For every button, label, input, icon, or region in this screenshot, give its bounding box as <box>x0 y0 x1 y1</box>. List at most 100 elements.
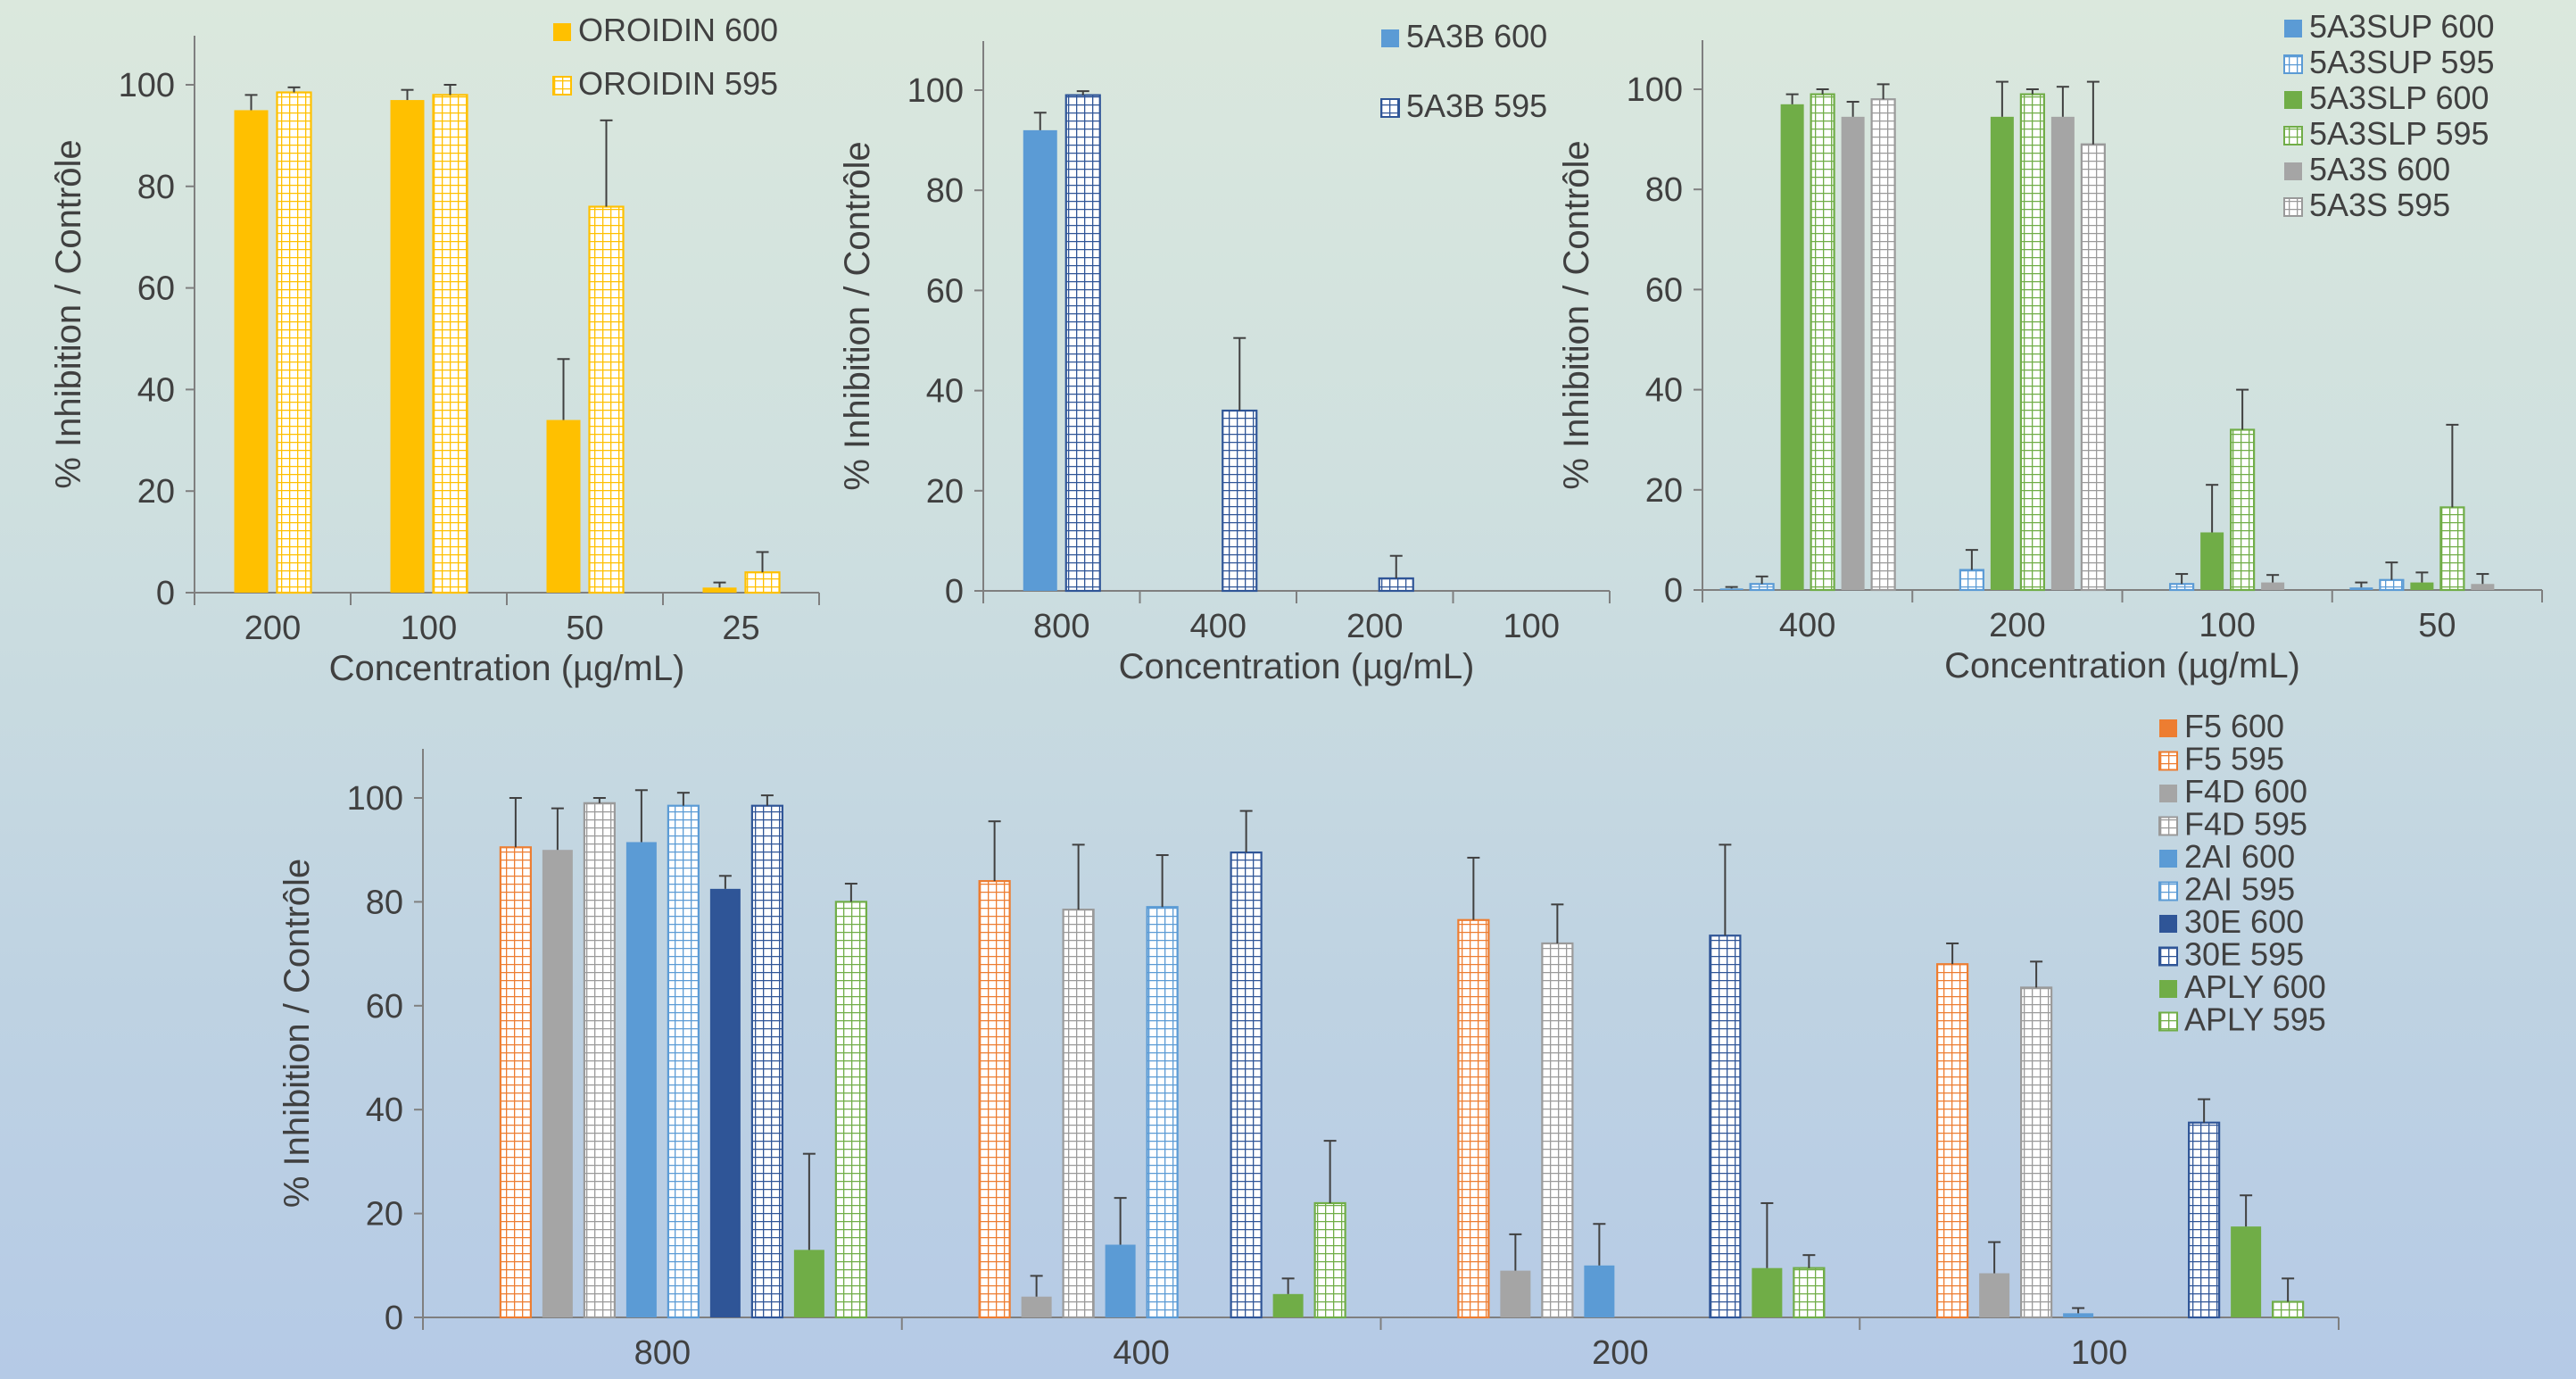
bar-aply-600-100 <box>2231 1226 2262 1317</box>
bar-5a3slp-595-100 <box>2230 428 2256 592</box>
legend-swatch <box>2159 915 2177 933</box>
legend: 5A3B 600 5A3B 595 <box>1380 18 1547 124</box>
x-tick-label: 800 <box>1033 608 1089 645</box>
y-tick-label: 0 <box>156 575 175 612</box>
bar-30e-595-400 <box>1230 851 1263 1319</box>
y-tick-label: 60 <box>1645 271 1683 309</box>
legend-swatch <box>2159 850 2177 868</box>
x-tick-label: 800 <box>634 1334 691 1372</box>
bar-30e-595-800 <box>750 804 783 1319</box>
bar-aply-595-100 <box>2272 1300 2305 1319</box>
legend-swatch <box>2158 751 2178 771</box>
legend-swatch <box>1380 98 1400 118</box>
bar-2ai-600-800 <box>625 842 657 1317</box>
bar-5a3s-600-100 <box>2261 582 2285 590</box>
x-tick-label: 100 <box>2199 607 2255 644</box>
bar-5a3b-595-800 <box>1064 94 1101 593</box>
legend-label: 5A3SLP 595 <box>2309 115 2489 152</box>
bar-aply-600-400 <box>1272 1293 1304 1317</box>
legend-label: F4D 600 <box>2184 773 2307 810</box>
bar-f4d-595-200 <box>1541 942 1574 1319</box>
x-tick-label: 200 <box>1592 1334 1648 1372</box>
bar-f4d-600-100 <box>1979 1273 2010 1317</box>
legend-swatch <box>2283 54 2303 74</box>
legend-swatch <box>2283 197 2303 217</box>
bar-f5-595-200 <box>1457 918 1490 1319</box>
x-tick-label: 200 <box>1989 607 2045 644</box>
bar-aply-595-400 <box>1313 1201 1346 1319</box>
y-tick-label: 20 <box>926 473 964 511</box>
chart-5a3b: 0 20 40 60 80 100 800 400 200 100 % Inhibition / C… <box>838 18 1611 686</box>
bar-oroidin-600-25 <box>702 587 737 593</box>
y-tick-label: 60 <box>137 270 175 308</box>
legend-label: APLY 600 <box>2184 968 2326 1005</box>
legend-swatch <box>2284 162 2302 180</box>
bar-oroidin-595-200 <box>276 91 312 594</box>
bar-2ai-600-400 <box>1105 1244 1136 1317</box>
bar-5a3sup-595-100 <box>2169 583 2195 592</box>
x-axis-title: Concentration (µg/mL) <box>1119 647 1475 686</box>
bar-f5-595-400 <box>978 880 1011 1319</box>
bar-aply-595-800 <box>834 901 867 1319</box>
legend-label: 5A3SLP 600 <box>2309 79 2489 116</box>
x-tick-label: 100 <box>1503 608 1560 645</box>
bar-5a3slp-600-100 <box>2200 532 2224 590</box>
legend-swatch <box>2158 1011 2178 1032</box>
legend-label: OROIDIN 595 <box>578 65 778 102</box>
bar-5a3slp-595-50 <box>2439 506 2465 592</box>
legend-label: 30E 595 <box>2184 936 2304 973</box>
bar-f4d-600-800 <box>542 850 573 1317</box>
bar-f4d-600-200 <box>1500 1270 1531 1317</box>
bar-5a3b-595-400 <box>1222 409 1258 593</box>
legend-swatch <box>552 76 572 96</box>
x-axis-title: Concentration (µg/mL) <box>1944 646 2300 685</box>
y-tick-label: 100 <box>1627 71 1683 109</box>
bar-5a3sup-600-50 <box>2349 587 2373 590</box>
bar-oroidin-600-100 <box>390 100 425 593</box>
bar-5a3b-600-800 <box>1023 129 1057 591</box>
bar-f4d-595-800 <box>583 802 616 1319</box>
y-tick-label: 0 <box>385 1300 403 1337</box>
y-tick-label: 20 <box>1645 472 1683 510</box>
y-tick-label: 20 <box>137 473 175 511</box>
bar-aply-600-800 <box>793 1250 824 1317</box>
legend-label: F5 595 <box>2184 741 2284 777</box>
x-axis-title: Concentration (µg/mL) <box>329 649 685 688</box>
y-tick-label: 80 <box>366 884 403 921</box>
y-tick-label: 40 <box>926 373 964 411</box>
chart-5a3: 0 20 40 60 80 100 400 200 100 50 % Inhibition / Co… <box>1557 8 2543 685</box>
y-tick-label: 100 <box>119 67 175 104</box>
bar-5a3b-595-200 <box>1378 577 1414 593</box>
bar-5a3s-600-400 <box>1841 116 1865 591</box>
legend-label: 5A3B 600 <box>1406 18 1547 54</box>
bar-aply-595-200 <box>1793 1267 1826 1319</box>
legend-label: 5A3S 600 <box>2309 151 2450 187</box>
legend-label: 5A3S 595 <box>2309 187 2450 223</box>
bar-2ai-595-800 <box>667 804 700 1319</box>
legend-swatch <box>2283 126 2303 145</box>
bar-5a3s-600-50 <box>2471 584 2495 590</box>
x-tick-label: 50 <box>566 610 603 647</box>
legend-label: 5A3SUP 600 <box>2309 8 2495 45</box>
x-tick-label: 400 <box>1779 607 1835 644</box>
legend: OROIDIN 600 OROIDIN 595 <box>552 12 778 102</box>
bar-f4d-595-400 <box>1062 909 1095 1319</box>
bar-f5-595-800 <box>499 846 532 1319</box>
bar-2ai-595-400 <box>1146 906 1179 1319</box>
legend-label: APLY 595 <box>2184 1001 2326 1038</box>
bar-5a3slp-600-400 <box>1780 104 1804 590</box>
legend-swatch <box>2158 946 2178 967</box>
chart-fractions: 0 20 40 60 80 100 800 400 200 100 % Inhibition / C… <box>277 708 2340 1379</box>
bar-f4d-595-100 <box>2020 986 2053 1319</box>
y-axis-title: % Inhibition / Contrôle <box>49 139 88 488</box>
bar-oroidin-600-50 <box>546 420 581 593</box>
legend-label: 2AI 600 <box>2184 838 2295 875</box>
bar-5a3sup-595-400 <box>1749 583 1775 592</box>
x-tick-label: 400 <box>1113 1334 1169 1372</box>
y-axis-title: % Inhibition / Contrôle <box>277 859 317 1208</box>
bar-oroidin-595-100 <box>432 94 468 594</box>
legend-label: 30E 600 <box>2184 903 2304 940</box>
bar-30e-595-100 <box>2188 1121 2221 1319</box>
y-tick-label: 80 <box>137 169 175 206</box>
